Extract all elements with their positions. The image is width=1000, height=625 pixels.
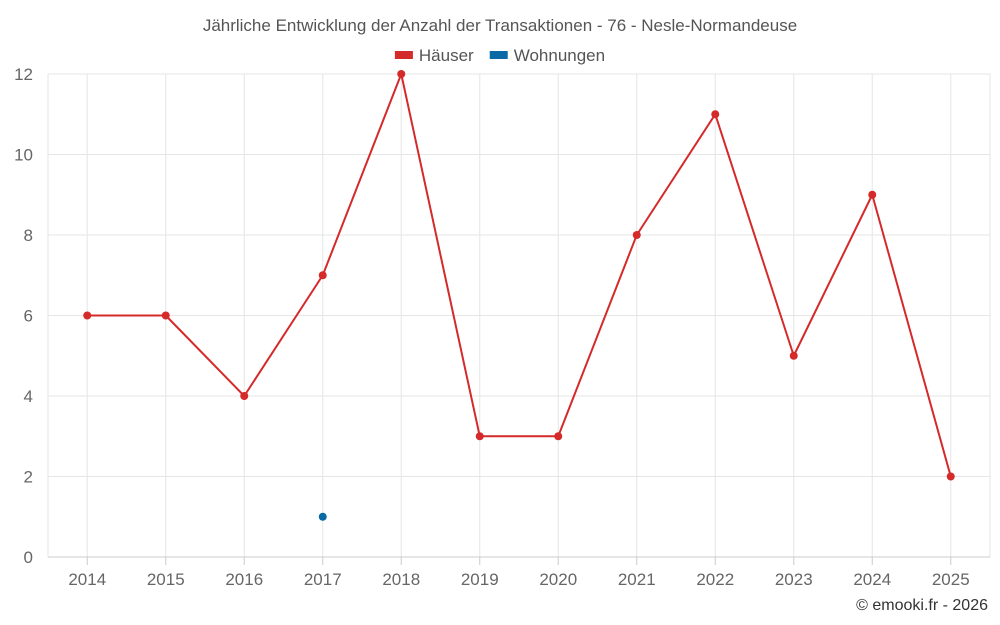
legend-swatch [394, 51, 413, 59]
x-tick-label: 2015 [147, 570, 185, 589]
y-tick-label: 4 [24, 387, 33, 406]
data-point [632, 231, 641, 239]
x-tick-label: 2025 [932, 570, 970, 589]
data-point [711, 110, 720, 119]
data-point [946, 472, 955, 481]
x-tick-label: 2020 [539, 570, 577, 589]
x-tick-label: 2016 [225, 570, 263, 589]
data-point [83, 311, 92, 320]
x-tick-label: 2024 [853, 570, 891, 589]
series-line [87, 73, 952, 477]
legend-swatch [489, 51, 508, 59]
legend-label: Häuser [419, 46, 474, 65]
x-tick-label: 2023 [775, 570, 813, 589]
data-point [868, 190, 877, 199]
y-tick-label: 6 [24, 307, 33, 326]
y-tick-label: 0 [24, 548, 33, 567]
data-point [554, 432, 563, 441]
x-tick-label: 2018 [382, 570, 420, 589]
credit-text: © emooki.fr - 2026 [856, 597, 988, 614]
series [83, 70, 955, 521]
chart-title: Jährliche Entwicklung der Anzahl der Tra… [203, 16, 797, 35]
data-point [475, 432, 484, 441]
axes: 0 2 4 6 8 10 12 2014 2015 2016 2017 2018 2019 2020 202… [14, 65, 990, 589]
legend: Häuser Wohnungen [394, 46, 605, 65]
x-tick-label: 2021 [618, 570, 656, 589]
data-point [318, 512, 327, 521]
data-point [240, 392, 249, 400]
x-tick-label: 2017 [304, 570, 342, 589]
data-point [318, 271, 327, 280]
grid [47, 73, 991, 557]
x-tick-label: 2014 [68, 570, 106, 589]
data-point [161, 311, 170, 320]
legend-label: Wohnungen [514, 46, 605, 65]
x-tick-label: 2019 [461, 570, 499, 589]
x-tick-label: 2022 [696, 570, 734, 589]
y-tick-label: 12 [14, 65, 33, 84]
y-tick-label: 10 [14, 146, 33, 165]
data-point [397, 70, 406, 78]
y-tick-label: 2 [24, 468, 33, 487]
legend-item: Wohnungen [489, 46, 605, 65]
data-point [789, 351, 798, 360]
legend-item: Häuser [394, 46, 474, 65]
y-tick-label: 8 [24, 226, 33, 245]
